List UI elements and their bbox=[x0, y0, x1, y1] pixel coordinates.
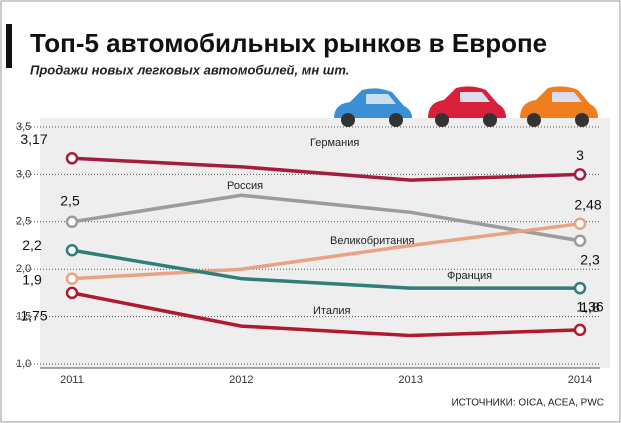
value-label: 1,9 bbox=[22, 271, 42, 287]
point-marker bbox=[573, 234, 587, 248]
value-label: 1,36 bbox=[576, 299, 603, 315]
title-bar bbox=[6, 24, 12, 68]
value-label: 2,2 bbox=[22, 237, 42, 253]
chart-subtitle: Продажи новых легковых автомобилей, мн ш… bbox=[30, 62, 349, 77]
plot-bg bbox=[40, 118, 610, 368]
point-marker bbox=[65, 215, 79, 229]
series-line bbox=[71, 248, 580, 290]
source: ИСТОЧНИКИ: OICA, ACEA, PWC bbox=[451, 398, 604, 409]
series-name: Италия bbox=[313, 305, 351, 317]
point-marker bbox=[573, 323, 587, 337]
y-tick-label: 3,5 bbox=[16, 121, 31, 133]
point-marker bbox=[65, 152, 79, 165]
y-tick-label: 3,0 bbox=[16, 168, 31, 180]
series-name: Германия bbox=[310, 137, 359, 149]
series-name: Россия bbox=[227, 180, 263, 192]
value-label: 1,8 bbox=[580, 299, 600, 315]
point-marker bbox=[573, 168, 587, 181]
y-tick-label: 2,5 bbox=[16, 216, 31, 228]
y-tick-label: 2,0 bbox=[16, 263, 31, 275]
value-label: 1,75 bbox=[20, 308, 47, 324]
point-marker bbox=[65, 243, 79, 257]
y-tick-label: 1,0 bbox=[16, 358, 31, 370]
series-name: Великобритания bbox=[330, 235, 415, 247]
chart-title: Топ-5 автомобильных рынков в Европе bbox=[30, 28, 547, 58]
point-marker bbox=[65, 272, 79, 285]
point-marker bbox=[573, 217, 587, 230]
x-tick-label: 2014 bbox=[568, 374, 592, 386]
series-line bbox=[71, 291, 581, 338]
series-line bbox=[71, 156, 581, 182]
value-label: 3,17 bbox=[20, 131, 47, 147]
x-tick-label: 2013 bbox=[398, 374, 422, 386]
point-marker bbox=[573, 281, 587, 295]
point-marker bbox=[65, 286, 79, 300]
y-tick-label: 1,5 bbox=[16, 311, 31, 323]
value-label: 2,5 bbox=[60, 193, 80, 209]
value-label: 3 bbox=[576, 147, 584, 163]
value-label: 2,48 bbox=[574, 196, 601, 212]
x-tick-label: 2012 bbox=[229, 374, 253, 386]
car-icons bbox=[334, 86, 598, 127]
x-tick-label: 2011 bbox=[60, 374, 84, 386]
series-name: Франция bbox=[447, 270, 492, 282]
series-line bbox=[71, 193, 581, 243]
series-line bbox=[71, 221, 581, 281]
value-label: 2,3 bbox=[580, 251, 600, 267]
